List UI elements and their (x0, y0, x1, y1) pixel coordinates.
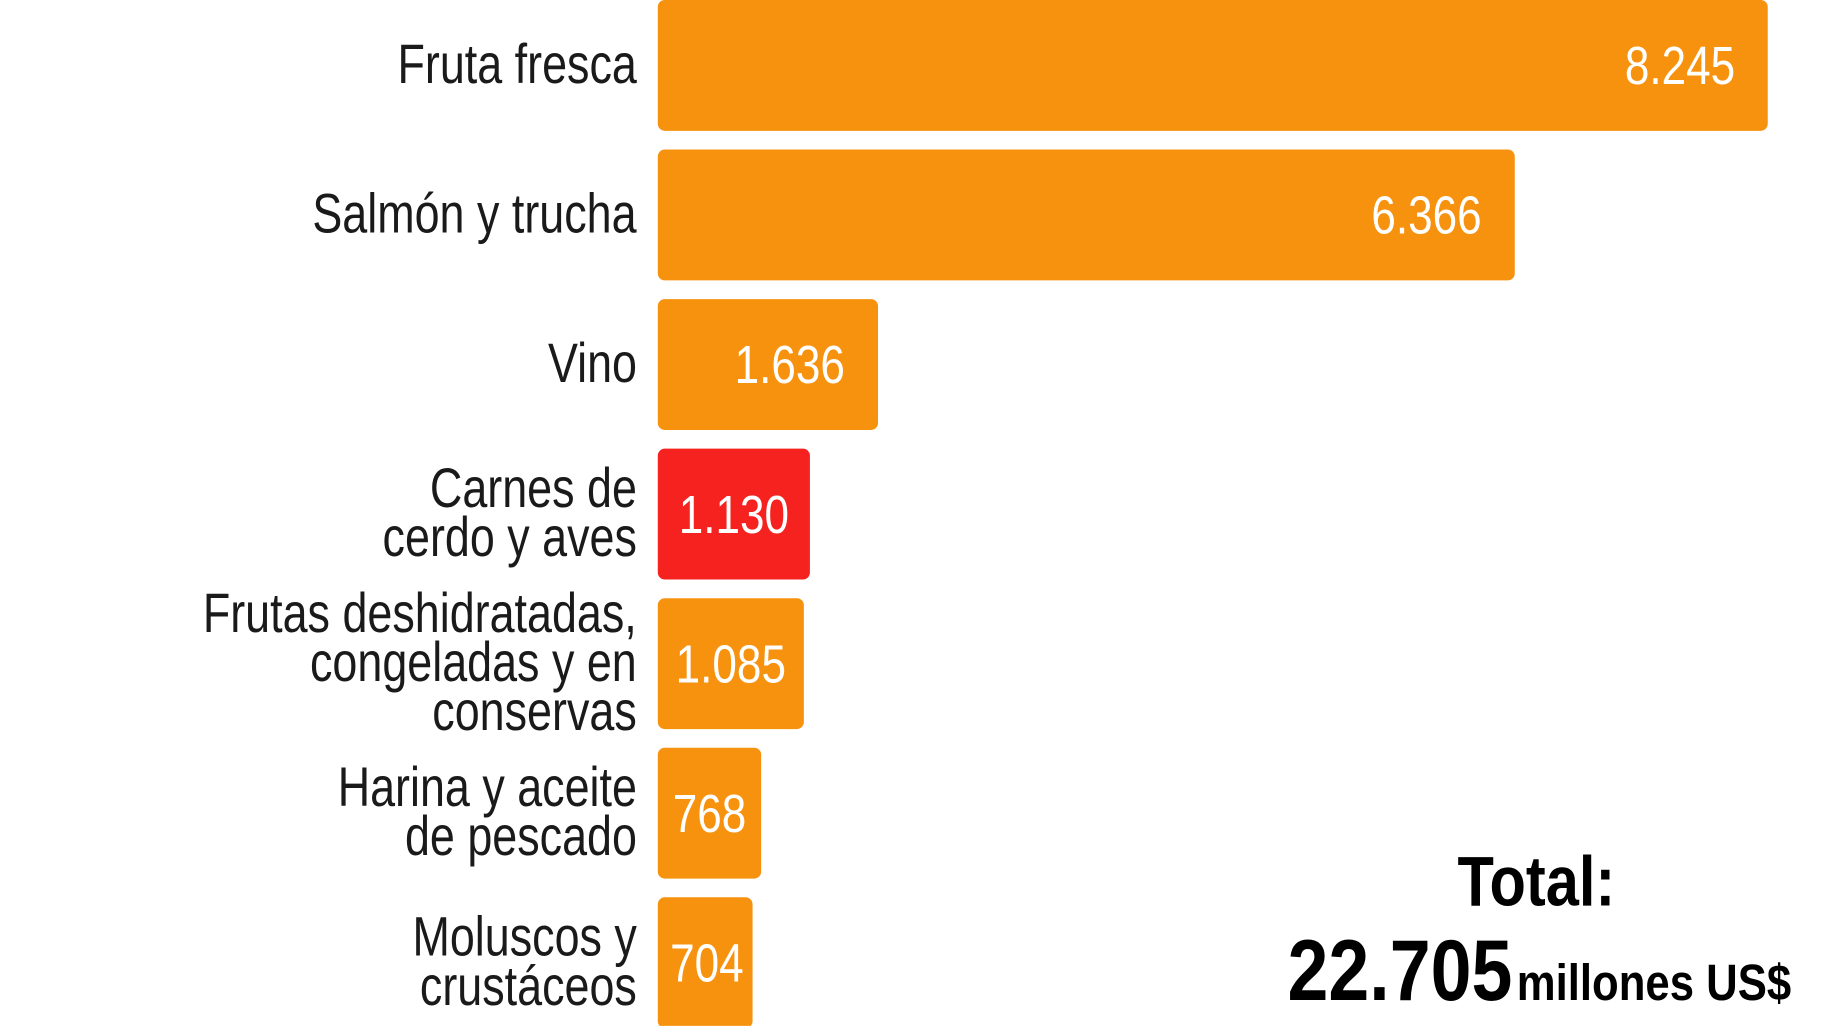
total-line: 22.705 millones US$ (1288, 921, 1832, 1020)
category-label: Frutas deshidratadas, congeladas y en co… (202, 583, 637, 744)
total-value: 22.705 (1287, 921, 1513, 1019)
bar (657, 299, 879, 430)
category-label: Carnes de cerdo y aves (382, 458, 637, 569)
value-label: 6.366 (1371, 184, 1483, 246)
bar (657, 897, 753, 1026)
category-label: Vino (547, 332, 637, 395)
category-label: Salmón y trucha (312, 183, 637, 246)
bar (657, 149, 1515, 281)
total-label: Total: (1457, 842, 1616, 921)
value-label: 1.636 (735, 334, 846, 395)
category-label: Moluscos y crustáceos (412, 906, 637, 1018)
bar (657, 747, 762, 879)
total-unit: millones US$ (1516, 954, 1792, 1012)
bar (657, 598, 804, 730)
bar (657, 448, 810, 580)
bar (657, 0, 1768, 131)
value-label: 768 (672, 782, 747, 844)
category-label: Harina y aceite de pescado (337, 757, 637, 869)
value-label: 704 (670, 932, 744, 994)
category-label: Fruta fresca (397, 33, 637, 96)
value-label: 1.085 (675, 633, 786, 695)
value-label: 8.245 (1624, 35, 1736, 96)
value-label: 1.130 (678, 483, 789, 545)
